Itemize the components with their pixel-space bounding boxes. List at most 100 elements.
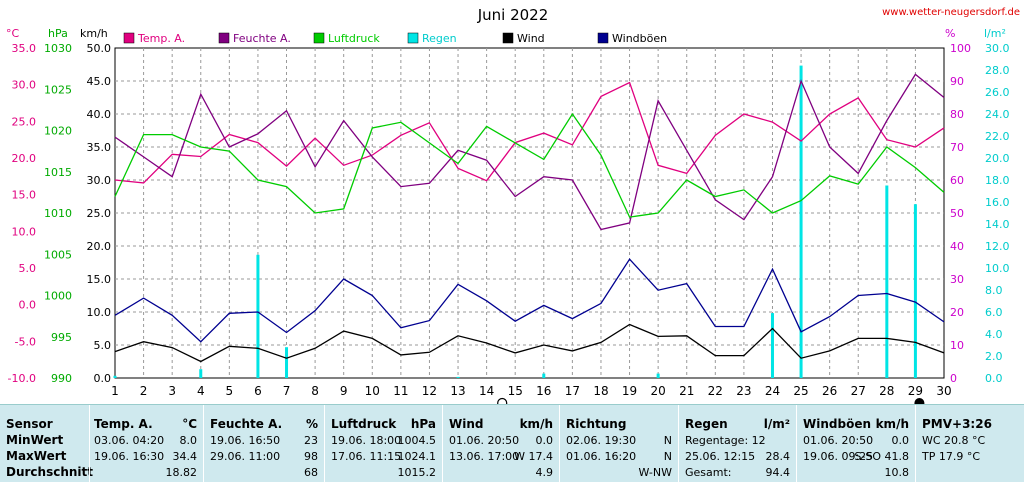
x-tick-label: 28	[879, 384, 894, 398]
stats-row-max: MaxWert	[6, 449, 67, 463]
stats-luftdruck-max-val: 1024.1	[397, 450, 437, 463]
rain-tick-label: 16.0	[985, 196, 1010, 209]
wind-tick-label: 20.0	[87, 240, 112, 253]
x-tick-label: 20	[650, 384, 665, 398]
stats-regen-total-val: 94.4	[765, 466, 791, 479]
x-tick-label: 26	[822, 384, 837, 398]
x-tick-label: 7	[283, 384, 291, 398]
humidity-tick-label: 10	[950, 339, 964, 352]
stats-feuchte-unit: %	[305, 417, 318, 431]
stats-sensor-col: Sensor MinWert MaxWert Durchschnitt	[0, 405, 93, 482]
pressure-tick-label: 995	[51, 331, 72, 344]
pressure-axis-unit: hPa	[48, 27, 68, 40]
stats-windboeen-max-val: S-SO 41.8	[854, 450, 909, 463]
rain-bar	[256, 254, 260, 378]
legend-swatch	[502, 32, 514, 44]
x-tick-label: 13	[450, 384, 465, 398]
temp-tick-label: 25.0	[12, 115, 37, 128]
stats-regen-days: Regentage: 12	[685, 434, 766, 447]
series-line-windb-en	[114, 258, 945, 343]
stats-temp-max-time: 19.06. 16:30	[94, 450, 165, 463]
humidity-tick-label: 80	[950, 108, 964, 121]
x-tick-label: 30	[936, 384, 951, 398]
stats-regen-title: Regen	[685, 417, 728, 431]
stats-richtung-min-val: N	[663, 434, 672, 447]
pressure-tick-label: 1020	[44, 125, 72, 138]
wind-tick-label: 45.0	[87, 75, 112, 88]
stats-wind-unit: km/h	[519, 417, 553, 431]
rain-bar	[656, 373, 660, 378]
x-tick-label: 16	[536, 384, 551, 398]
stats-temp-title: Temp. A.	[94, 417, 153, 431]
weather-chart: 35.030.025.020.015.010.05.00.0-5.0-10.01…	[6, 6, 1020, 404]
rain-tick-label: 8.0	[985, 284, 1003, 297]
temp-tick-label: 35.0	[12, 42, 37, 55]
rain-tick-label: 28.0	[985, 64, 1010, 77]
x-tick-label: 5	[226, 384, 234, 398]
x-tick-label: 10	[365, 384, 380, 398]
new-moon-icon	[497, 397, 508, 404]
pressure-tick-label: 1015	[44, 166, 72, 179]
stats-richtung-col: Richtung 02.06. 19:30 N 01.06. 16:20 N W…	[559, 405, 678, 482]
pressure-tick-label: 1010	[44, 207, 72, 220]
temp-tick-label: -10.0	[8, 372, 36, 385]
humidity-tick-label: 90	[950, 75, 964, 88]
stats-wind-avg: 4.9	[535, 466, 554, 479]
temp-tick-label: -5.0	[15, 335, 36, 348]
x-tick-label: 29	[908, 384, 923, 398]
stats-wind-max-time: 13.06. 17:00	[449, 450, 520, 463]
stats-feuchte-col: Feuchte A. % 19.06. 16:50 23 29.06. 11:0…	[203, 405, 324, 482]
temp-tick-label: 10.0	[12, 225, 37, 238]
stats-feuchte-min-val: 23	[304, 434, 318, 447]
series-lines	[114, 73, 945, 363]
legend-label: Luftdruck	[328, 32, 380, 45]
stats-windboeen-col: Windböen km/h 01.06. 20:50 0.0 19.06. 09…	[796, 405, 915, 482]
rain-bar	[542, 373, 546, 378]
stats-sensor-title: Sensor	[6, 417, 53, 431]
stats-pmv-col: PMV+3:26 WC 20.8 °C TP 17.9 °C	[915, 405, 1024, 482]
wind-tick-label: 40.0	[87, 108, 112, 121]
legend-label: Temp. A.	[137, 32, 185, 45]
stats-luftdruck-col: Luftdruck hPa 19.06. 18:00 1004.5 17.06.…	[324, 405, 442, 482]
humidity-tick-label: 0	[950, 372, 957, 385]
wind-tick-label: 35.0	[87, 141, 112, 154]
x-tick-label: 1	[111, 384, 119, 398]
stats-luftdruck-avg: 1015.2	[397, 466, 437, 479]
stats-feuchte-avg: 68	[304, 466, 318, 479]
stats-temp-min-time: 03.06. 04:20	[94, 434, 165, 447]
x-tick-label: 17	[565, 384, 580, 398]
chart-title: Juni 2022	[477, 6, 549, 24]
stats-temp-max-val: 34.4	[172, 450, 198, 463]
stats-row-avg: Durchschnitt	[6, 465, 94, 479]
rain-tick-label: 26.0	[985, 86, 1010, 99]
stats-feuchte-title: Feuchte A.	[210, 417, 283, 431]
wind-tick-label: 25.0	[87, 207, 112, 220]
source-url: www.wetter-neugersdorf.de	[882, 7, 1020, 18]
x-tick-label: 23	[736, 384, 751, 398]
rain-bar	[456, 376, 460, 378]
stats-windboeen-max-time: 19.06. 09:25	[803, 450, 874, 463]
full-moon-icon	[914, 398, 925, 404]
x-tick-label: 19	[622, 384, 637, 398]
temp-axis-unit: °C	[6, 27, 20, 40]
rain-bar	[799, 65, 803, 378]
x-tick-label: 15	[508, 384, 523, 398]
stats-pmv-title: PMV+3:26	[922, 417, 992, 431]
stats-feuchte-min-time: 19.06. 16:50	[210, 434, 281, 447]
stats-richtung-min-time: 02.06. 19:30	[566, 434, 637, 447]
stats-luftdruck-title: Luftdruck	[331, 417, 397, 431]
wind-tick-label: 10.0	[87, 306, 112, 319]
stats-richtung-max-val: N	[663, 450, 672, 463]
rain-tick-label: 6.0	[985, 306, 1003, 319]
x-tick-label: 18	[593, 384, 608, 398]
rain-tick-label: 14.0	[985, 218, 1010, 231]
rain-tick-label: 0.0	[985, 372, 1003, 385]
stats-temp-unit: °C	[182, 417, 197, 431]
rain-tick-label: 20.0	[985, 152, 1010, 165]
stats-luftdruck-min-val: 1004.5	[397, 434, 437, 447]
wind-tick-label: 0.0	[94, 372, 112, 385]
humidity-tick-label: 40	[950, 240, 964, 253]
humidity-tick-label: 60	[950, 174, 964, 187]
axis-tick-labels: 35.030.025.020.015.010.05.00.0-5.0-10.01…	[6, 27, 1010, 398]
rain-axis-unit: l/m²	[984, 27, 1006, 40]
